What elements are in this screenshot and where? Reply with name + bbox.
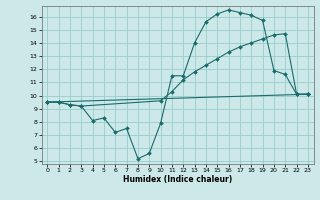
X-axis label: Humidex (Indice chaleur): Humidex (Indice chaleur) bbox=[123, 175, 232, 184]
